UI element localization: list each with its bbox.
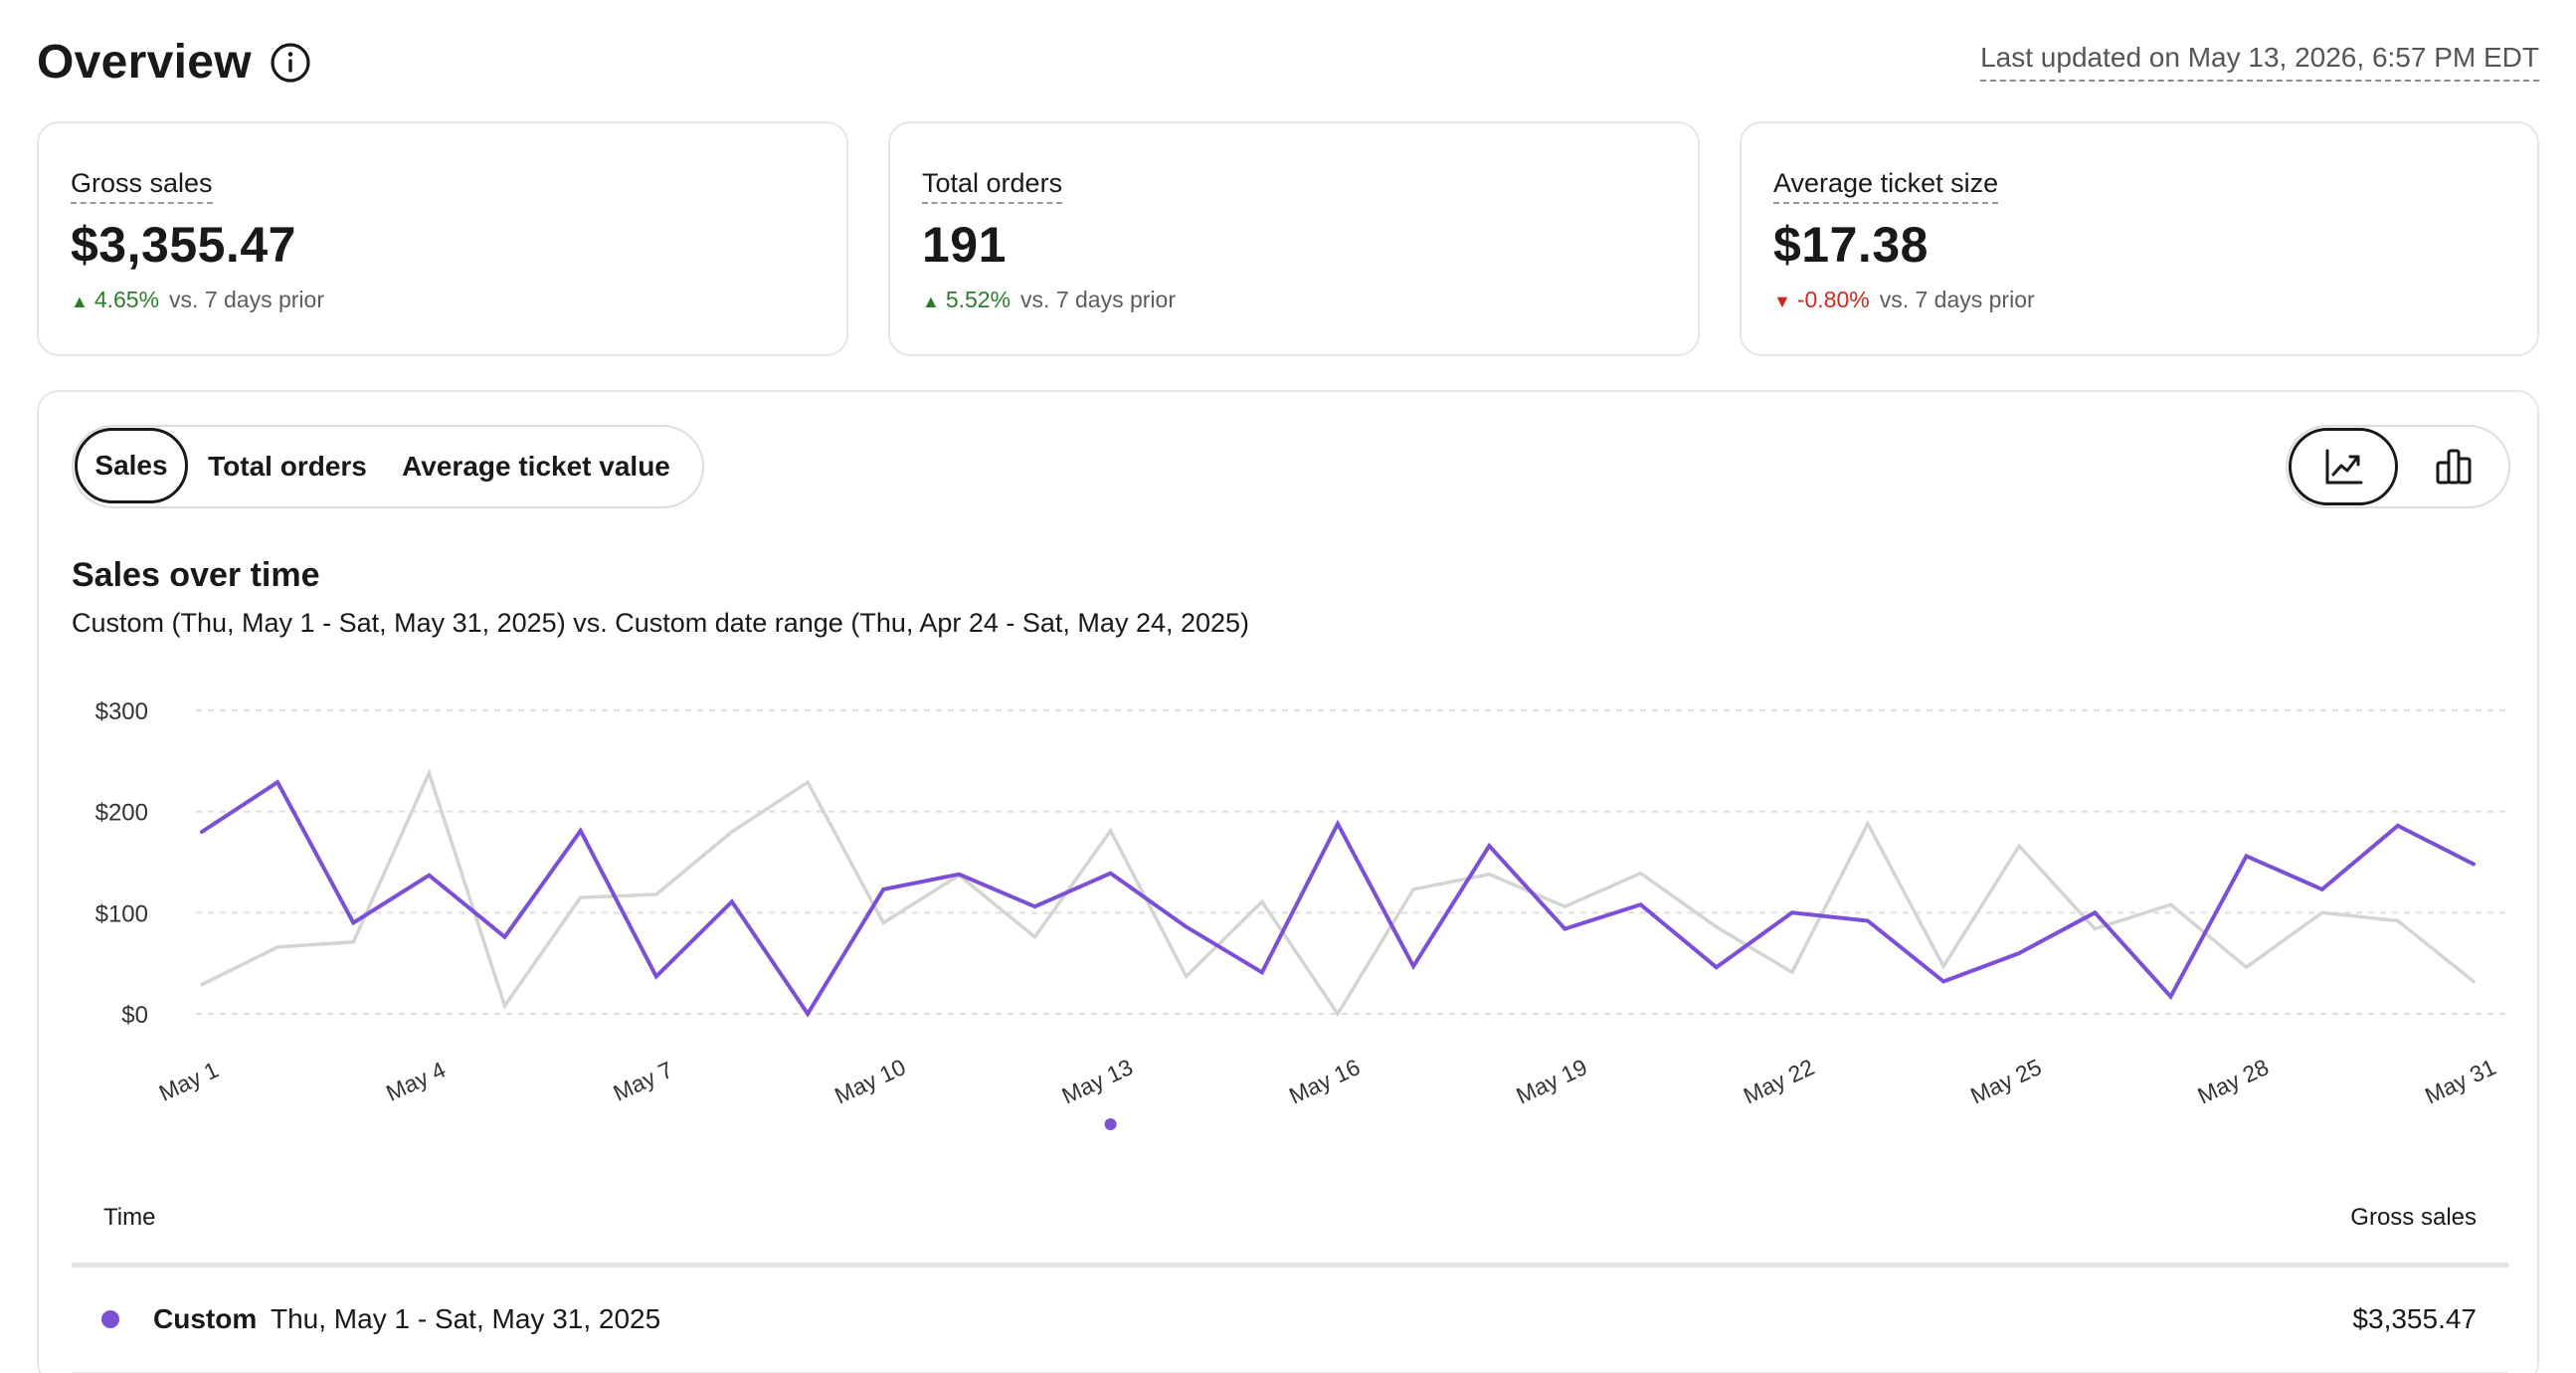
sales-line-chart: $0$100$200$300 May 1 May 4 May 7 May 10 May … [95,698,2505,1130]
y-tick-label: $0 [121,1002,148,1029]
x-tick-label: May 7 [610,1057,677,1106]
table-row-range: Thu, May 1 - Sat, May 31, 2025 [271,1303,661,1334]
kpi-label[interactable]: Average ticket size [1773,165,1999,204]
y-tick-label: $300 [95,698,148,725]
series-color-dot [101,1310,119,1328]
info-icon[interactable] [269,41,312,85]
x-tick-label: May 28 [2194,1054,2273,1108]
last-updated-text[interactable]: Last updated on May 13, 2026, 6:57 PM ED… [1980,38,2539,82]
chart-subtitle: Custom (Thu, May 1 - Sat, May 31, 2025) … [72,608,1250,638]
page-title: Overview [37,36,252,89]
down-triangle-icon: ▼ [1773,292,1791,311]
kpi-compare-text: vs. 7 days prior [1879,287,2035,312]
kpi-delta: ▼ -0.80% vs. 7 days prior [1773,283,2035,318]
kpi-card-total-orders: Total orders 191 ▲ 5.52% vs. 7 days prior [888,121,1700,356]
y-tick-label: $200 [95,800,148,827]
kpi-compare-text: vs. 7 days prior [1020,287,1176,312]
chart-view-toggle [2286,425,2510,508]
y-axis-labels: $0 $100 $200 $300 [95,698,148,1029]
tab-total-orders[interactable]: Total orders [208,451,367,482]
x-axis-labels: May 1 May 4 May 7 May 10 May 13 May 16 May 19 M… [155,1054,2499,1130]
up-triangle-icon: ▲ [922,292,940,311]
kpi-label[interactable]: Total orders [922,165,1063,204]
line-chart-view-button[interactable] [2289,428,2398,505]
table-row-name: Custom [153,1303,258,1334]
kpi-delta-percent: 4.65% [93,287,160,312]
kpi-delta-percent: 5.52% [945,287,1012,312]
page-header: Overview Last updated on May 13, 2026, 6… [37,30,2539,99]
metric-tabs: Sales Total orders Average ticket value [72,425,704,508]
bar-chart-view-button[interactable] [2399,428,2508,505]
x-tick-label: May 16 [1285,1054,1364,1108]
kpi-value: $3,355.47 [71,217,296,273]
column-header-time: Time [103,1204,156,1231]
column-header-gross-sales: Gross sales [2350,1204,2477,1231]
x-tick-label: May 4 [382,1057,450,1106]
up-triangle-icon: ▲ [71,292,89,311]
series-line-current [200,779,2476,1018]
current-date-marker [1104,1118,1117,1130]
x-tick-label: May 1 [155,1057,223,1106]
kpi-delta: ▲ 5.52% vs. 7 days prior [922,283,1176,318]
x-tick-label: May 10 [830,1054,909,1108]
breakdown-table-header: Time Gross sales [72,1193,2508,1243]
x-tick-label: May 22 [1740,1054,1818,1108]
kpi-value: $17.38 [1773,217,1929,273]
kpi-delta-percent: -0.80% [1796,287,1870,312]
series-line-prior [200,768,2476,1018]
chart-card: Sales Total orders Average ticket value … [37,390,2539,1373]
x-tick-label: May 19 [1512,1054,1590,1108]
chart-title: Sales over time [72,556,320,594]
kpi-card-average-ticket-size: Average ticket size $17.38 ▼ -0.80% vs. 7 … [1740,121,2539,356]
y-tick-label: $100 [95,900,148,927]
chart-gridlines [196,709,2505,1015]
kpi-delta: ▲ 4.65% vs. 7 days prior [71,283,324,318]
tab-average-ticket-value[interactable]: Average ticket value [402,451,670,482]
table-row-amount: $3,355.47 [2352,1303,2477,1334]
tab-sales[interactable]: Sales [75,428,188,503]
x-tick-label: May 13 [1058,1054,1137,1108]
table-header-divider [72,1263,2508,1268]
x-tick-label: May 25 [1966,1054,2045,1108]
kpi-card-gross-sales: Gross sales $3,355.47 ▲ 4.65% vs. 7 days p… [37,121,848,356]
table-row: Custom Thu, May 1 - Sat, May 31, 2025 $3… [72,1287,2508,1351]
chart-series [200,768,2476,1018]
line-chart-icon [2325,449,2363,485]
kpi-label[interactable]: Gross sales [71,165,213,204]
kpi-compare-text: vs. 7 days prior [169,287,324,312]
bar-chart-icon [2436,449,2472,485]
kpi-value: 191 [922,217,1007,273]
x-tick-label: May 31 [2421,1054,2499,1108]
